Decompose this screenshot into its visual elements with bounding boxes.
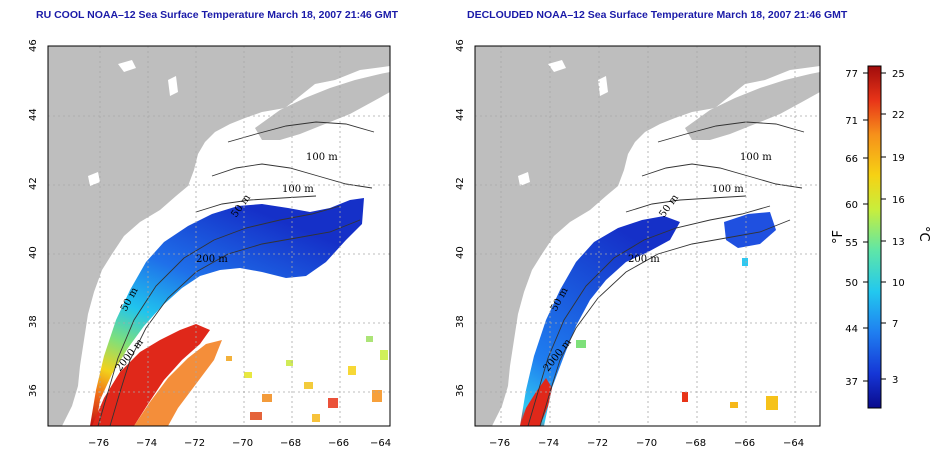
left-x-tick-68: −68 — [280, 438, 301, 449]
colorbar-f-tick-37: 37 — [845, 377, 858, 388]
right-map-scatter — [576, 258, 778, 410]
right-x-tick-72: −72 — [587, 438, 608, 449]
colorbar-c-tick-13: 13 — [892, 237, 905, 248]
left-x-tick-70: −70 — [232, 438, 253, 449]
colorbar-c-tick-25: 25 — [892, 69, 905, 80]
right-x-tick-70: −70 — [636, 438, 657, 449]
right-panel-title: DECLOUDED NOAA–12 Sea Surface Temperatur… — [467, 9, 848, 21]
colorbar-f-tick-77: 77 — [845, 69, 858, 80]
right-map-gulf-stream — [520, 378, 552, 426]
left-map-lakes — [88, 60, 178, 186]
colorbar-ticks — [863, 72, 886, 382]
left-y-tick-42: 42 — [28, 177, 39, 190]
colorbar-f-tick-44: 44 — [845, 324, 858, 335]
right-y-tick-46: 46 — [455, 39, 466, 52]
right-y-axis: 36 38 40 42 44 46 — [455, 39, 466, 397]
right-y-tick-36: 36 — [455, 384, 466, 397]
right-y-tick-40: 40 — [455, 246, 466, 259]
right-x-axis: −76 −74 −72 −70 −68 −66 −64 — [489, 438, 804, 449]
left-y-tick-46: 46 — [28, 39, 39, 52]
left-x-tick-66: −66 — [328, 438, 349, 449]
right-y-tick-42: 42 — [455, 177, 466, 190]
left-map-land — [48, 46, 390, 426]
right-map-nova-scotia — [685, 72, 820, 140]
right-x-tick-66: −66 — [734, 438, 755, 449]
left-contour-label-4: 200 m — [196, 254, 228, 265]
right-y-tick-38: 38 — [455, 315, 466, 328]
colorbar-unit-fahrenheit: °F — [831, 230, 846, 244]
left-map-panel: 100 m 100 m 50 m 200 m 50 m 2000 m — [28, 39, 391, 449]
right-map-contours — [527, 121, 805, 426]
right-y-tick-44: 44 — [455, 108, 466, 121]
right-map-panel: 100 m 100 m 50 m 200 m 50 m 2000 m — [455, 39, 821, 449]
left-contour-label-2: 100 m — [282, 184, 314, 195]
left-map-nova-scotia — [255, 72, 390, 140]
left-map-scatter — [226, 336, 388, 422]
colorbar-f-tick-66: 66 — [845, 154, 858, 165]
left-y-axis: 36 38 40 42 44 46 — [28, 39, 39, 397]
left-map-gulf-stream — [92, 324, 210, 426]
right-map-frame — [474, 45, 821, 427]
left-x-tick-74: −74 — [136, 438, 157, 449]
colorbar-f-tick-60: 60 — [845, 200, 858, 211]
right-map-sst-patch — [724, 212, 776, 248]
right-contour-label-4: 200 m — [628, 254, 660, 265]
left-x-tick-72: −72 — [184, 438, 205, 449]
colorbar-c-tick-10: 10 — [892, 278, 905, 289]
right-map-lakes — [518, 60, 608, 186]
right-x-tick-68: −68 — [685, 438, 706, 449]
left-contour-label-1: 100 m — [306, 152, 338, 163]
colorbar-f-tick-50: 50 — [845, 278, 858, 289]
left-x-tick-76: −76 — [88, 438, 109, 449]
left-panel-title: RU COOL NOAA–12 Sea Surface Temperature … — [36, 9, 399, 21]
left-map-sst-shelf — [90, 198, 364, 426]
right-x-tick-76: −76 — [489, 438, 510, 449]
right-x-tick-74: −74 — [538, 438, 559, 449]
right-x-tick-64: −64 — [783, 438, 804, 449]
left-y-tick-36: 36 — [28, 384, 39, 397]
colorbar-gradient — [867, 65, 882, 409]
left-y-tick-40: 40 — [28, 246, 39, 259]
left-x-tick-64: −64 — [370, 438, 391, 449]
colorbar: 77 71 66 60 55 50 44 37 25 22 19 16 13 1… — [831, 65, 931, 409]
left-y-tick-44: 44 — [28, 108, 39, 121]
left-map-frame — [47, 45, 391, 427]
colorbar-c-tick-22: 22 — [892, 110, 905, 121]
right-contour-label-1: 100 m — [740, 152, 772, 163]
colorbar-f-tick-55: 55 — [845, 238, 858, 249]
colorbar-c-tick-3: 3 — [892, 375, 898, 386]
colorbar-c-tick-7: 7 — [892, 319, 898, 330]
left-map-grid — [48, 46, 390, 426]
right-map-grid — [475, 46, 820, 426]
colorbar-f-tick-71: 71 — [845, 116, 858, 127]
left-x-axis: −76 −74 −72 −70 −68 −66 −64 — [88, 438, 391, 449]
right-contour-label-2: 100 m — [712, 184, 744, 195]
colorbar-c-tick-19: 19 — [892, 153, 905, 164]
right-map-land — [475, 46, 820, 426]
colorbar-unit-celsius: °C — [916, 226, 931, 242]
left-y-tick-38: 38 — [28, 315, 39, 328]
colorbar-c-tick-16: 16 — [892, 195, 905, 206]
